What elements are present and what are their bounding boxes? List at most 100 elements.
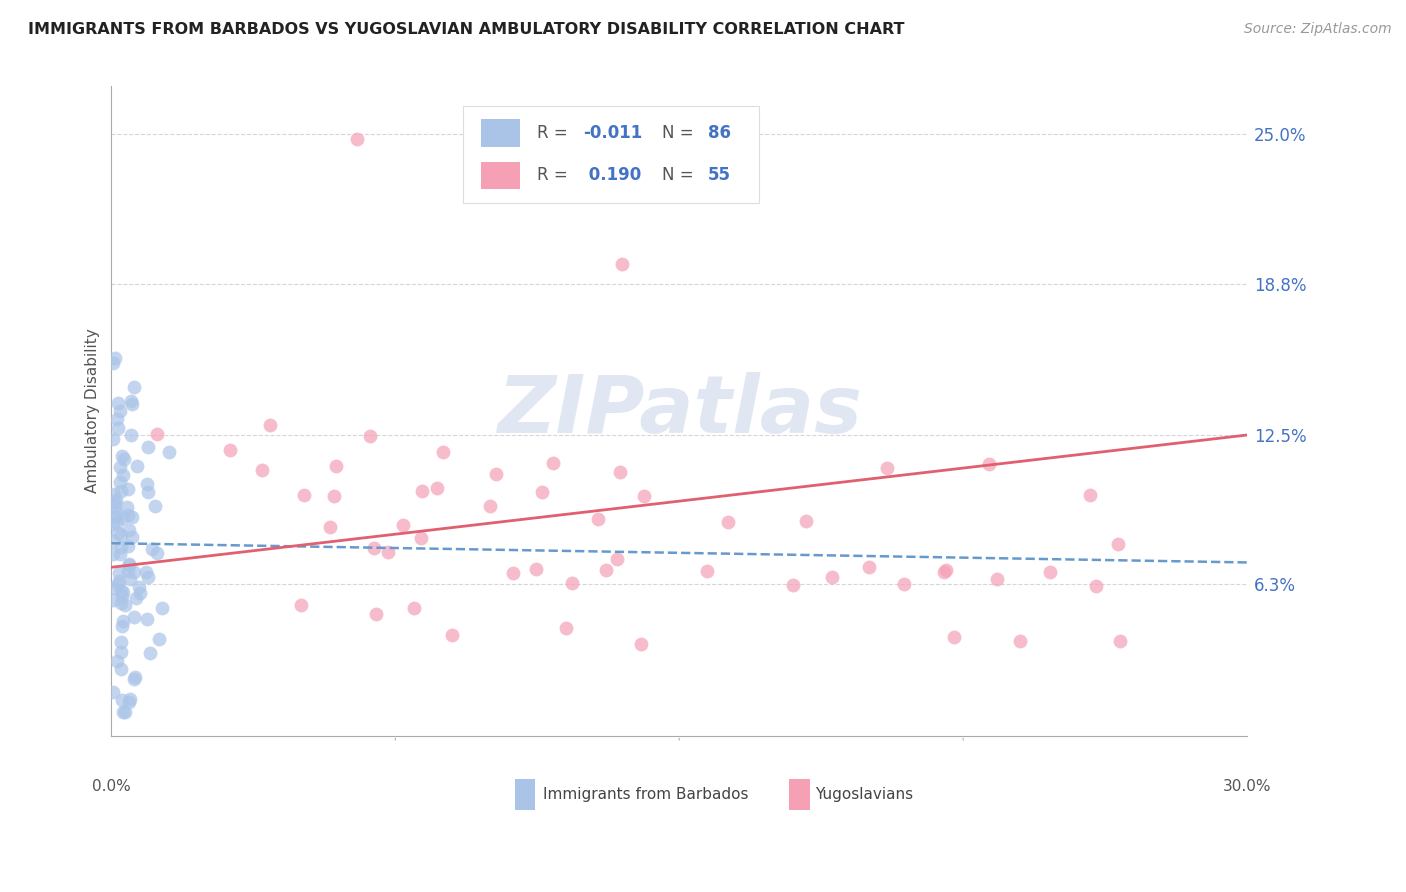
Point (125, 591, 148, 605)
Point (893, 577, 915, 591)
Text: -0.011: -0.011 (582, 124, 643, 142)
Point (124, 610, 146, 624)
Point (107, 525, 129, 540)
Point (346, 132, 368, 146)
Bar (481, 120, 520, 147)
Point (111, 589, 134, 603)
Point (1039, 565, 1062, 579)
Point (103, 517, 125, 532)
Text: 0.0%: 0.0% (91, 779, 131, 794)
Point (138, 440, 160, 454)
Point (942, 630, 965, 644)
Point (111, 510, 134, 524)
Point (115, 500, 138, 514)
Point (103, 593, 125, 607)
Point (977, 457, 1000, 471)
Point (554, 621, 576, 635)
Point (117, 539, 139, 553)
Point (117, 483, 139, 497)
Point (121, 509, 143, 524)
Point (363, 541, 385, 555)
Point (103, 356, 125, 370)
Point (111, 449, 134, 463)
Point (935, 563, 957, 577)
Point (409, 531, 432, 545)
Point (135, 565, 157, 579)
Point (105, 516, 128, 530)
Point (630, 637, 652, 651)
Point (530, 485, 553, 500)
Point (292, 488, 315, 502)
Text: Source: ZipAtlas.com: Source: ZipAtlas.com (1244, 22, 1392, 37)
Point (114, 706, 136, 720)
Point (612, 257, 634, 271)
Bar (789, 779, 810, 810)
Point (103, 432, 125, 446)
Point (150, 600, 173, 615)
Point (411, 484, 433, 499)
Text: IMMIGRANTS FROM BARBADOS VS YUGOSLAVIAN AMBULATORY DISABILITY CORRELATION CHART: IMMIGRANTS FROM BARBADOS VS YUGOSLAVIAN … (28, 22, 904, 37)
Point (107, 396, 129, 410)
Point (104, 509, 127, 524)
Point (104, 495, 127, 509)
Point (146, 546, 169, 560)
Text: Immigrants from Barbados: Immigrants from Barbados (543, 787, 748, 802)
Point (1080, 487, 1102, 501)
Point (139, 646, 162, 660)
Point (117, 564, 139, 578)
Point (103, 581, 125, 595)
Bar (481, 161, 520, 189)
Point (858, 560, 880, 574)
Point (112, 467, 135, 482)
Point (633, 489, 655, 503)
Point (986, 572, 1008, 586)
Point (441, 628, 464, 642)
Point (118, 524, 141, 538)
Point (143, 500, 166, 514)
Point (696, 564, 718, 578)
Point (157, 445, 180, 459)
Text: 86: 86 (707, 124, 731, 142)
Point (586, 511, 609, 525)
Point (366, 607, 388, 622)
Bar (515, 779, 536, 810)
Point (124, 670, 146, 684)
Point (108, 459, 131, 474)
Point (136, 484, 159, 499)
Point (110, 528, 132, 542)
Point (110, 596, 132, 610)
Point (124, 380, 146, 394)
Point (108, 475, 131, 490)
Point (111, 614, 134, 628)
Point (319, 520, 342, 534)
Point (105, 493, 128, 508)
Point (104, 351, 127, 365)
Point (606, 552, 628, 566)
Point (148, 632, 170, 646)
Point (1008, 633, 1031, 648)
Point (934, 565, 956, 579)
Point (129, 585, 152, 599)
Point (1108, 633, 1130, 648)
Point (359, 429, 381, 443)
Y-axis label: Ambulatory Disability: Ambulatory Disability (86, 328, 100, 493)
Point (111, 619, 134, 633)
Point (595, 563, 617, 577)
Point (110, 540, 132, 554)
Point (117, 508, 139, 522)
Point (120, 428, 142, 442)
Point (561, 576, 583, 591)
Point (717, 515, 740, 529)
Point (121, 530, 143, 544)
Point (609, 466, 631, 480)
Point (110, 645, 132, 659)
Point (524, 562, 547, 576)
Point (111, 692, 134, 706)
Point (110, 635, 132, 649)
Point (105, 506, 128, 520)
Point (125, 458, 148, 473)
Text: 0.190: 0.190 (582, 166, 641, 185)
Point (110, 663, 132, 677)
Point (111, 585, 134, 599)
Point (117, 558, 139, 572)
